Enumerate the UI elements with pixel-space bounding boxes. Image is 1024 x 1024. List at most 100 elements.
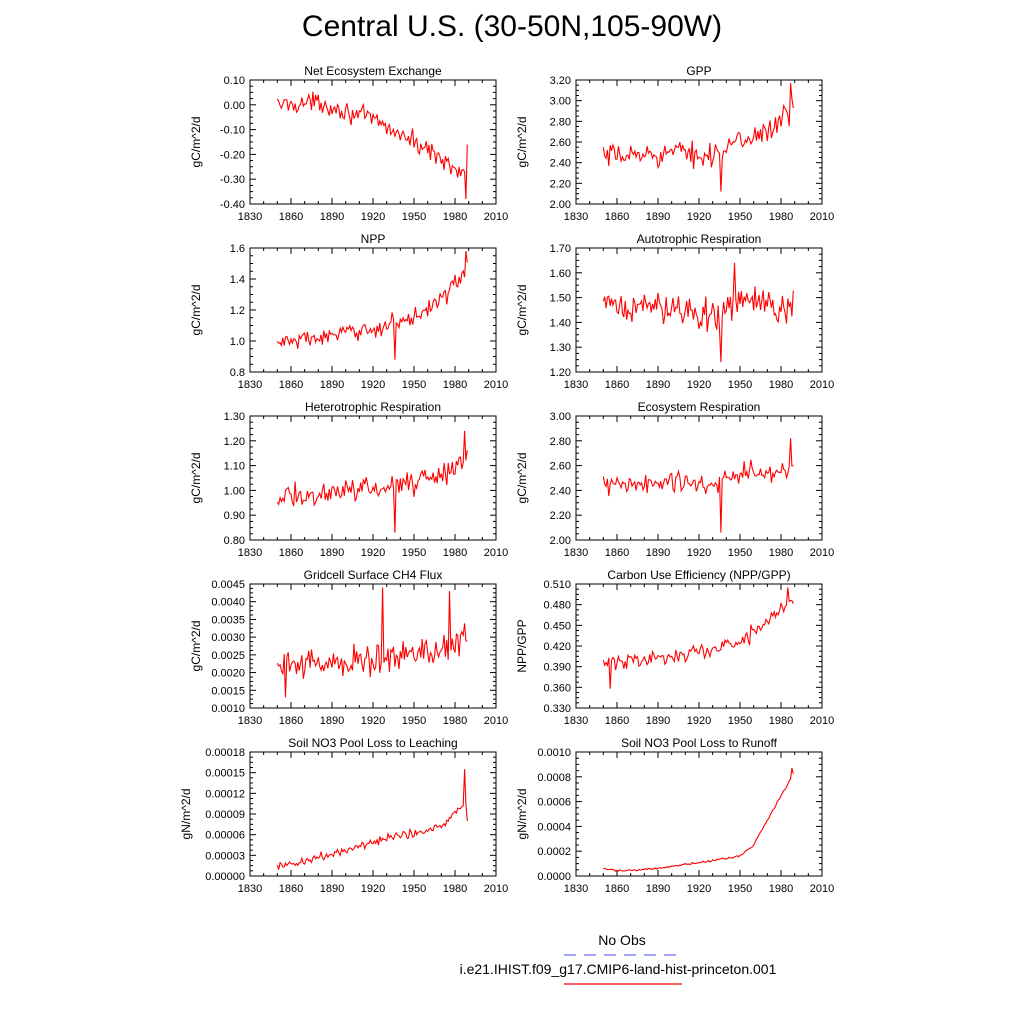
plot-frame xyxy=(575,79,823,205)
y-tick-label: 0.00018 xyxy=(205,747,245,759)
y-tick-label: 0.0004 xyxy=(537,821,571,833)
y-tick-label: 0.10 xyxy=(224,75,245,87)
x-tick-label: 2010 xyxy=(484,211,508,223)
x-tick-label: 1950 xyxy=(402,883,426,895)
chart-title: Carbon Use Efficiency (NPP/GPP) xyxy=(607,568,790,582)
chart-cue: Carbon Use Efficiency (NPP/GPP) NPP/GPP 0.… xyxy=(515,568,834,727)
chart-nee: Net Ecosystem Exchange gC/m^2/d -0.40 -0.30… xyxy=(189,64,508,223)
x-tick-label: 1920 xyxy=(687,211,711,223)
x-tick-label: 2010 xyxy=(810,883,834,895)
y-tick-label: -0.10 xyxy=(220,125,245,137)
x-tick-label: 2010 xyxy=(484,547,508,559)
x-tick-label: 1860 xyxy=(279,883,303,895)
x-tick-label: 1890 xyxy=(320,211,344,223)
y-tick-label: 2.00 xyxy=(550,199,571,211)
x-tick-label: 1950 xyxy=(728,547,752,559)
series-line-model xyxy=(602,83,794,192)
x-tick-label: 1920 xyxy=(687,379,711,391)
x-tick-label: 1920 xyxy=(361,547,385,559)
plot-frame xyxy=(575,583,823,709)
y-tick-label: 1.20 xyxy=(550,367,571,379)
y-axis-label: gN/m^2/d xyxy=(179,789,193,840)
y-axis-label: gN/m^2/d xyxy=(515,789,529,840)
x-tick-label: 1860 xyxy=(279,715,303,727)
plot-frame xyxy=(249,751,497,877)
x-tick-label: 1830 xyxy=(238,547,262,559)
y-tick-label: 1.40 xyxy=(550,317,571,329)
series-line-model xyxy=(602,262,794,363)
x-tick-label: 1980 xyxy=(769,211,793,223)
x-tick-label: 1890 xyxy=(320,547,344,559)
plot-frame xyxy=(249,583,497,709)
x-tick-label: 1980 xyxy=(769,883,793,895)
y-tick-label: 0.0010 xyxy=(537,747,571,759)
x-tick-label: 1860 xyxy=(605,547,629,559)
x-tick-label: 1890 xyxy=(320,379,344,391)
chart-title: NPP xyxy=(361,232,386,246)
chart-title: GPP xyxy=(686,64,711,78)
plot-frame xyxy=(575,415,823,541)
x-tick-label: 1950 xyxy=(728,211,752,223)
x-tick-label: 1860 xyxy=(605,883,629,895)
y-tick-label: 2.20 xyxy=(550,178,571,190)
x-tick-label: 1920 xyxy=(687,883,711,895)
chart-leach: Soil NO3 Pool Loss to Leaching gN/m^2/d 0.… xyxy=(179,736,508,895)
y-tick-label: 0.80 xyxy=(224,535,245,547)
chart-title: Soil NO3 Pool Loss to Runoff xyxy=(621,736,778,750)
y-tick-label: 2.80 xyxy=(550,116,571,128)
y-tick-label: 2.40 xyxy=(550,485,571,497)
y-tick-label: 0.0020 xyxy=(211,668,245,680)
y-tick-label: 0.8 xyxy=(230,367,245,379)
x-tick-label: 1830 xyxy=(564,883,588,895)
x-tick-label: 1950 xyxy=(728,883,752,895)
x-tick-label: 1980 xyxy=(443,715,467,727)
x-tick-label: 1830 xyxy=(564,211,588,223)
x-tick-label: 1920 xyxy=(361,883,385,895)
y-tick-label: 1.2 xyxy=(230,305,245,317)
series-line-model xyxy=(602,438,794,533)
chart-gpp: GPP gC/m^2/d 2.00 2.20 2.40 2.60 2.80 3.00 3.20 1… xyxy=(515,64,834,223)
y-tick-label: 0.0035 xyxy=(211,614,245,626)
y-axis-label: gC/m^2/d xyxy=(189,621,203,672)
y-tick-label: 0.0006 xyxy=(537,797,571,809)
x-tick-label: 1950 xyxy=(402,379,426,391)
y-tick-label: 2.00 xyxy=(550,535,571,547)
x-tick-label: 1830 xyxy=(238,379,262,391)
y-tick-label: 1.20 xyxy=(224,436,245,448)
chart-title: Autotrophic Respiration xyxy=(637,232,762,246)
x-tick-label: 1920 xyxy=(361,211,385,223)
series-line-model xyxy=(276,430,468,533)
x-tick-label: 1950 xyxy=(728,715,752,727)
y-tick-label: 3.00 xyxy=(550,96,571,108)
y-tick-label: 1.0 xyxy=(230,336,245,348)
x-tick-label: 1830 xyxy=(564,547,588,559)
y-axis-label: gC/m^2/d xyxy=(515,117,529,168)
x-tick-label: 1980 xyxy=(769,547,793,559)
series-line-model xyxy=(276,769,468,870)
y-tick-label: 1.50 xyxy=(550,293,571,305)
plot-frame xyxy=(249,79,497,205)
y-tick-label: 2.60 xyxy=(550,461,571,473)
x-tick-label: 2010 xyxy=(484,379,508,391)
y-tick-label: 0.0030 xyxy=(211,632,245,644)
x-tick-label: 1920 xyxy=(687,547,711,559)
chart-ar: Autotrophic Respiration gC/m^2/d 1.20 1.30 1… xyxy=(515,232,834,391)
x-tick-label: 1830 xyxy=(238,211,262,223)
x-tick-label: 1860 xyxy=(279,379,303,391)
x-tick-label: 1920 xyxy=(361,379,385,391)
x-tick-label: 1830 xyxy=(238,883,262,895)
y-tick-label: 0.0040 xyxy=(211,597,245,609)
y-axis-label: gC/m^2/d xyxy=(189,285,203,336)
y-tick-label: 3.20 xyxy=(550,75,571,87)
x-tick-label: 1860 xyxy=(605,379,629,391)
x-tick-label: 1830 xyxy=(564,379,588,391)
series-line-model xyxy=(276,251,468,360)
plot-frame xyxy=(575,751,823,877)
y-tick-label: 0.360 xyxy=(543,682,571,694)
x-tick-label: 1980 xyxy=(443,547,467,559)
x-tick-label: 1890 xyxy=(646,883,670,895)
x-tick-label: 1920 xyxy=(687,715,711,727)
chart-er: Ecosystem Respiration gC/m^2/d 2.00 2.20 2.4… xyxy=(515,400,834,559)
series-line-model xyxy=(276,587,468,698)
x-tick-label: 1980 xyxy=(769,715,793,727)
